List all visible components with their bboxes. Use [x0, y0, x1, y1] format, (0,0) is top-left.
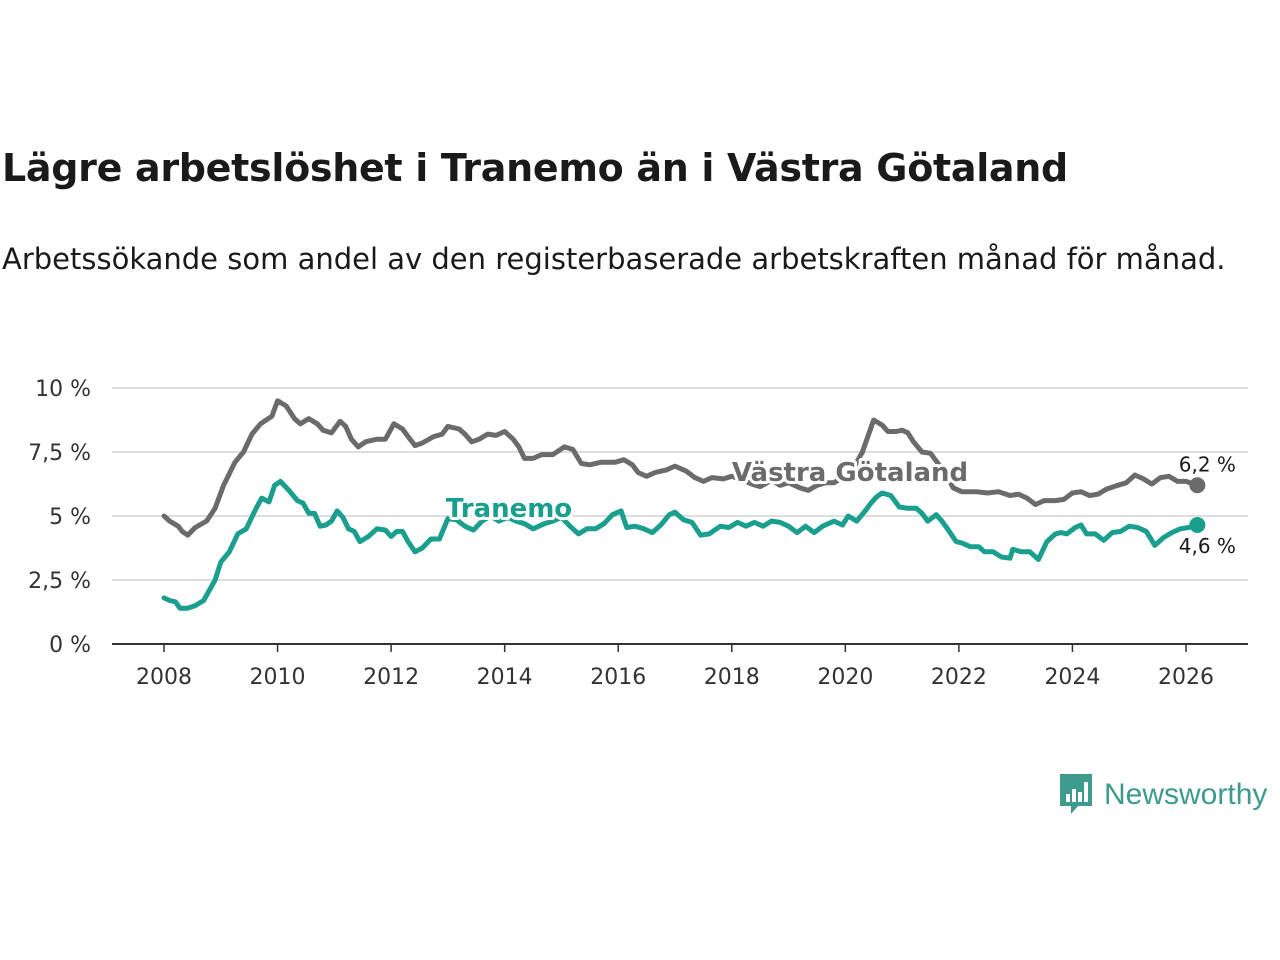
series-labels: 6,2 % Västra Götaland 4,6 % Tranemo — [443, 452, 1236, 558]
x-tick-label: 2022 — [931, 665, 987, 690]
newsworthy-chart-icon — [1060, 774, 1092, 814]
end-value-label-v-stra-g-taland: 6,2 % — [1179, 452, 1236, 476]
y-axis-ticks: 0 % 2,5 % 5 % 7,5 % 10 % — [28, 377, 91, 658]
series-lines — [161, 398, 1206, 611]
series-label-tranemo: Tranemo — [446, 494, 572, 524]
chart-subtitle: Arbetssökande som andel av den registerb… — [2, 242, 1226, 276]
x-tick-label: 2012 — [363, 665, 419, 690]
y-tick-label: 0 % — [49, 633, 91, 658]
x-tick-label: 2008 — [136, 665, 192, 690]
x-tick-label: 2016 — [590, 665, 646, 690]
x-tick-label: 2014 — [477, 665, 533, 690]
end-point-v-stra-g-taland — [1189, 477, 1206, 494]
series-line-tranemo — [161, 478, 1200, 611]
end-value-label-tranemo: 4,6 % — [1179, 534, 1236, 558]
y-tick-label: 10 % — [35, 377, 91, 402]
y-tick-label: 7,5 % — [28, 441, 91, 466]
y-tick-label: 2,5 % — [28, 569, 91, 594]
series-line-v-stra-g-taland — [161, 398, 1200, 538]
x-tick-label: 2018 — [704, 665, 760, 690]
series-label-v-stra-g-taland: Västra Götaland — [732, 458, 968, 488]
x-tick-label: 2024 — [1044, 665, 1100, 690]
end-point-tranemo — [1189, 516, 1206, 533]
gridlines — [112, 387, 1248, 581]
newsworthy-logo: Newsworthy — [1058, 772, 1267, 818]
chart-title: Lägre arbetslöshet i Tranemo än i Västra… — [2, 146, 1068, 190]
x-tick-label: 2026 — [1158, 665, 1214, 690]
brand-name: Newsworthy — [1104, 778, 1268, 811]
x-tick-label: 2020 — [817, 665, 873, 690]
y-tick-label: 5 % — [49, 505, 91, 530]
x-tick-label: 2010 — [250, 665, 306, 690]
x-axis: 2008 2010 2012 2014 2016 2018 2020 2022 2024 2026 — [112, 643, 1248, 690]
